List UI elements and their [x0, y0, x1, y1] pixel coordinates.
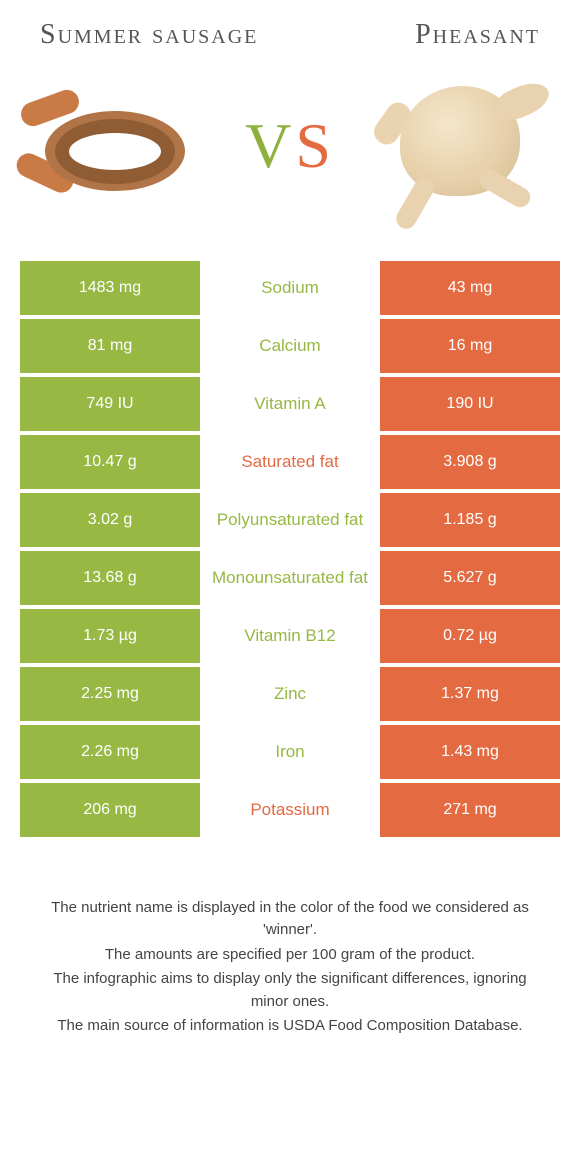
footnote-line: The amounts are specified per 100 gram o…	[40, 944, 540, 967]
right-value: 271 mg	[380, 783, 560, 837]
nutrient-name: Polyunsaturated fat	[200, 493, 380, 547]
footnotes: The nutrient name is displayed in the co…	[0, 897, 580, 1038]
right-value: 1.43 mg	[380, 725, 560, 779]
right-food-image	[370, 61, 560, 231]
left-value: 13.68 g	[20, 551, 200, 605]
table-row: 10.47 gSaturated fat3.908 g	[20, 435, 560, 489]
left-value: 749 IU	[20, 377, 200, 431]
nutrient-name: Zinc	[200, 667, 380, 721]
table-row: 2.25 mgZinc1.37 mg	[20, 667, 560, 721]
nutrient-name: Vitamin A	[200, 377, 380, 431]
right-value: 43 mg	[380, 261, 560, 315]
nutrient-name: Potassium	[200, 783, 380, 837]
nutrient-name: Iron	[200, 725, 380, 779]
table-row: 206 mgPotassium271 mg	[20, 783, 560, 837]
table-row: 1483 mgSodium43 mg	[20, 261, 560, 315]
nutrient-name: Calcium	[200, 319, 380, 373]
nutrient-name: Saturated fat	[200, 435, 380, 489]
right-value: 190 IU	[380, 377, 560, 431]
nutrient-name: Monounsaturated fat	[200, 551, 380, 605]
right-value: 0.72 µg	[380, 609, 560, 663]
right-value: 1.37 mg	[380, 667, 560, 721]
left-value: 206 mg	[20, 783, 200, 837]
footnote-line: The nutrient name is displayed in the co…	[40, 897, 540, 942]
nutrient-name: Vitamin B12	[200, 609, 380, 663]
left-value: 10.47 g	[20, 435, 200, 489]
footnote-line: The main source of information is USDA F…	[40, 1015, 540, 1038]
table-row: 749 IUVitamin A190 IU	[20, 377, 560, 431]
table-row: 13.68 gMonounsaturated fat5.627 g	[20, 551, 560, 605]
left-value: 1.73 µg	[20, 609, 200, 663]
left-food-image	[20, 61, 210, 231]
comparison-table: 1483 mgSodium43 mg81 mgCalcium16 mg749 I…	[20, 261, 560, 837]
vs-row: VS	[0, 51, 580, 261]
vs-v: V	[245, 110, 295, 181]
right-value: 5.627 g	[380, 551, 560, 605]
header: Summer sausage Pheasant	[0, 0, 580, 51]
right-value: 16 mg	[380, 319, 560, 373]
table-row: 81 mgCalcium16 mg	[20, 319, 560, 373]
table-row: 1.73 µgVitamin B120.72 µg	[20, 609, 560, 663]
table-row: 2.26 mgIron1.43 mg	[20, 725, 560, 779]
left-value: 81 mg	[20, 319, 200, 373]
left-value: 2.25 mg	[20, 667, 200, 721]
pheasant-icon	[375, 66, 555, 226]
table-row: 3.02 gPolyunsaturated fat1.185 g	[20, 493, 560, 547]
sausage-icon	[25, 81, 205, 211]
right-food-title: Pheasant	[320, 20, 540, 51]
vs-s: S	[295, 110, 335, 181]
left-food-title: Summer sausage	[40, 20, 260, 51]
right-value: 1.185 g	[380, 493, 560, 547]
nutrient-name: Sodium	[200, 261, 380, 315]
left-value: 2.26 mg	[20, 725, 200, 779]
right-value: 3.908 g	[380, 435, 560, 489]
left-value: 3.02 g	[20, 493, 200, 547]
left-value: 1483 mg	[20, 261, 200, 315]
footnote-line: The infographic aims to display only the…	[40, 968, 540, 1013]
vs-label: VS	[245, 109, 335, 183]
